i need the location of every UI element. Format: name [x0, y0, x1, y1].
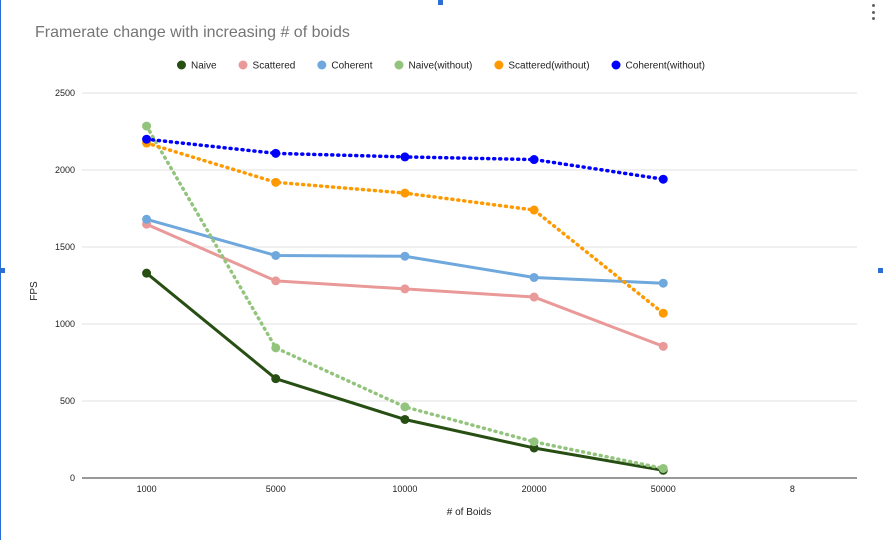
data-point[interactable]	[271, 343, 281, 353]
legend-item[interactable]: Coherent(without)	[611, 60, 705, 72]
series-scattered-without-	[142, 138, 668, 318]
data-point[interactable]	[400, 152, 410, 162]
series-coherent-without-	[142, 134, 668, 184]
data-point[interactable]	[529, 437, 539, 447]
data-point[interactable]	[658, 463, 668, 473]
legend-label: Coherent	[331, 61, 372, 72]
data-point[interactable]	[271, 177, 281, 187]
series-line	[145, 272, 664, 472]
y-tick-label: 500	[60, 396, 75, 406]
y-tick-label: 2500	[55, 88, 75, 98]
legend-item[interactable]: Scattered(without)	[494, 60, 590, 72]
data-point[interactable]	[271, 374, 281, 384]
resize-handle-left[interactable]	[0, 268, 5, 273]
y-tick-label: 2000	[55, 165, 75, 175]
x-axis-ticks: 1000 5000 10000 20000 50000 8	[137, 484, 795, 494]
data-point[interactable]	[529, 272, 539, 282]
legend-marker	[611, 60, 621, 70]
legend-marker	[394, 60, 404, 70]
data-point[interactable]	[142, 134, 152, 144]
legend-marker	[494, 60, 504, 70]
more-options-icon[interactable]	[869, 4, 877, 20]
data-point[interactable]	[271, 276, 281, 286]
series-naive	[142, 268, 668, 475]
x-tick-label: 10000	[392, 484, 417, 494]
data-point[interactable]	[142, 214, 152, 224]
legend-item[interactable]: Scattered	[238, 60, 296, 72]
y-axis-ticks: 0 500 1000 1500 2000 2500	[55, 88, 75, 483]
y-tick-label: 1500	[55, 242, 75, 252]
legend-marker	[238, 60, 248, 70]
data-point[interactable]	[400, 251, 410, 261]
data-point[interactable]	[529, 292, 539, 302]
data-point[interactable]	[400, 414, 410, 424]
data-point[interactable]	[271, 148, 281, 158]
data-point[interactable]	[529, 443, 539, 453]
series-scattered	[142, 219, 668, 351]
x-tick-label: 8	[790, 484, 795, 494]
series-layer	[142, 121, 668, 475]
legend-item[interactable]: Naive(without)	[394, 60, 472, 72]
series-naive-without-	[142, 121, 668, 473]
data-point[interactable]	[142, 121, 152, 131]
y-tick-label: 1000	[55, 319, 75, 329]
data-point[interactable]	[658, 174, 668, 184]
x-tick-label: 20000	[522, 484, 547, 494]
x-tick-label: 1000	[137, 484, 157, 494]
data-point[interactable]	[529, 155, 539, 165]
chart-title: Framerate change with increasing # of bo…	[35, 24, 350, 41]
data-point[interactable]	[142, 268, 152, 278]
legend-label: Naive(without)	[408, 61, 472, 72]
legend-label: Scattered	[253, 61, 296, 72]
data-point[interactable]	[271, 250, 281, 260]
legend-label: Scattered(without)	[508, 61, 589, 72]
x-tick-label: 50000	[651, 484, 676, 494]
legend-label: Coherent(without)	[626, 61, 705, 72]
data-point[interactable]	[658, 278, 668, 288]
legend: Naive Scattered Coherent Naive(without) Scat…	[176, 60, 705, 72]
data-point[interactable]	[658, 308, 668, 318]
legend-marker	[317, 60, 327, 70]
data-point[interactable]	[400, 402, 410, 412]
data-point[interactable]	[529, 205, 539, 215]
y-axis-title: FPS	[29, 281, 40, 301]
resize-handle-top[interactable]	[438, 0, 443, 5]
series-coherent	[142, 214, 668, 288]
resize-handle-right[interactable]	[878, 268, 883, 273]
legend-item[interactable]: Naive	[176, 60, 217, 72]
data-point[interactable]	[658, 341, 668, 351]
gridlines	[82, 92, 857, 479]
y-tick-label: 0	[70, 473, 75, 483]
x-axis-title: # of Boids	[447, 507, 491, 518]
legend-label: Naive	[191, 61, 217, 72]
legend-item[interactable]: Coherent	[317, 60, 373, 72]
legend-marker	[176, 60, 186, 70]
data-point[interactable]	[400, 188, 410, 198]
x-tick-label: 5000	[266, 484, 286, 494]
data-point[interactable]	[400, 284, 410, 294]
